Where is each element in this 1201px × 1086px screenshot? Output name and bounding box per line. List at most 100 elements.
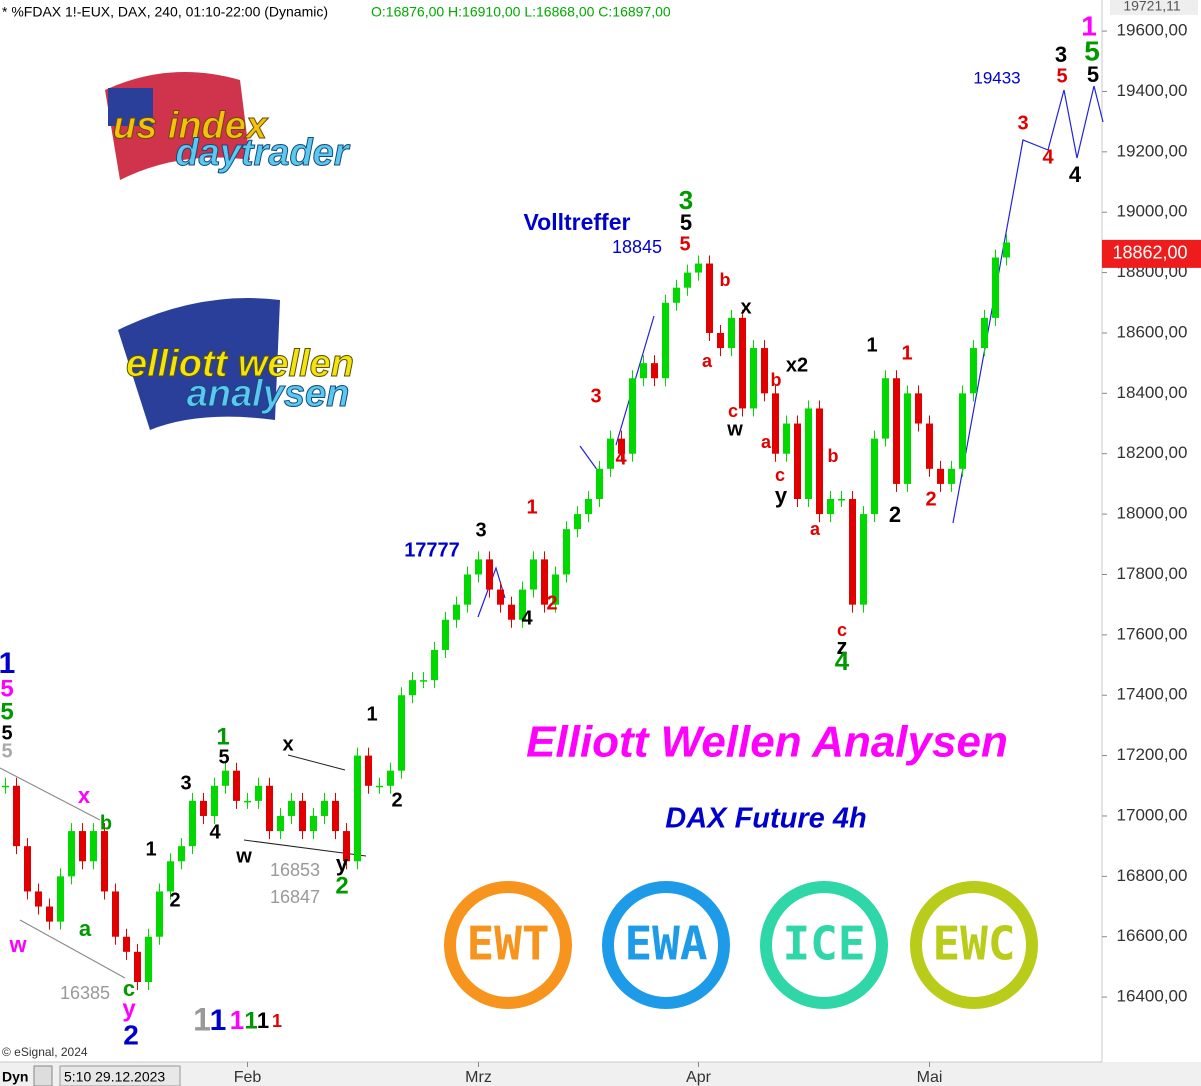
badge-ring <box>444 881 572 1009</box>
wave-label: 4 <box>209 821 221 843</box>
wave-label: 1 <box>193 1001 211 1037</box>
y-tick-label: 17400,00 <box>1117 685 1188 704</box>
badge-ring <box>602 881 730 1009</box>
channel-line <box>0 767 101 821</box>
wave-label: x <box>78 783 91 808</box>
subtitle: DAX Future 4h <box>665 803 866 835</box>
y-tick-label: 18200,00 <box>1117 443 1188 462</box>
candle <box>772 393 779 454</box>
badge-text: EWA <box>624 917 707 971</box>
wave-label: 4 <box>615 447 627 469</box>
badge-ring <box>910 881 1038 1009</box>
candle <box>915 393 922 424</box>
wave-label: 1 <box>901 342 912 364</box>
candle <box>640 363 647 379</box>
candle <box>596 468 603 500</box>
badge: EWC <box>910 881 1038 1009</box>
candle <box>937 468 944 484</box>
candle <box>134 951 141 983</box>
wave-label: 19433 <box>973 68 1020 87</box>
wave-label: w <box>8 932 27 957</box>
candle <box>882 378 889 439</box>
y-tick-label: 19000,00 <box>1117 202 1188 221</box>
wave-label: 2 <box>925 488 936 510</box>
y-tick-label: 18000,00 <box>1117 504 1188 523</box>
candle <box>365 755 372 786</box>
channel-line <box>19 919 126 979</box>
wave-label: Volltreffer <box>524 209 631 235</box>
candle <box>486 559 493 590</box>
wave-label: 1 <box>216 723 229 750</box>
wave-label: 16853 <box>270 860 320 880</box>
candle <box>46 906 53 922</box>
candle <box>508 604 515 620</box>
high-price-box <box>1110 0 1198 15</box>
logo-elliott: elliott wellen analysen <box>118 298 355 430</box>
wave-label: 2 <box>889 502 901 527</box>
candle <box>904 393 911 484</box>
flag-canton <box>108 88 153 126</box>
wave-label: 5 <box>0 698 13 725</box>
candle <box>321 800 328 816</box>
wave-label: 1 <box>210 1004 227 1037</box>
candle <box>926 423 933 469</box>
candle <box>475 559 482 575</box>
y-axis-panel <box>1102 0 1201 1086</box>
wave-label: b <box>100 812 112 834</box>
candle <box>684 272 691 288</box>
candle <box>629 378 636 454</box>
candle <box>2 785 9 788</box>
logo-text: analysen <box>187 373 350 415</box>
wave-label: c <box>775 465 785 485</box>
candle <box>90 831 97 862</box>
candle <box>783 423 790 454</box>
wave-label: w <box>235 845 252 867</box>
candle <box>453 604 460 620</box>
wave-label: c <box>837 620 847 640</box>
wave-label: 5 <box>1087 62 1099 87</box>
x-tick-label: Apr <box>686 1069 712 1086</box>
wave-label: x <box>282 733 293 755</box>
wave-label: 2 <box>546 592 557 614</box>
wave-label: 1 <box>866 334 877 356</box>
candle <box>717 332 724 349</box>
wave-label: b <box>828 446 839 466</box>
candle <box>112 891 119 937</box>
flag <box>118 298 280 430</box>
wave-label: 1 <box>1081 10 1097 41</box>
candle <box>398 695 405 771</box>
candle <box>57 876 64 922</box>
wave-label: 16385 <box>60 983 110 1003</box>
y-tick-label: 17000,00 <box>1117 805 1188 824</box>
candle <box>233 770 240 801</box>
candle <box>981 317 988 349</box>
wave-label: z <box>837 634 848 659</box>
wave-label: 5 <box>1056 65 1067 87</box>
candle <box>739 317 746 409</box>
wave-label: b <box>720 270 731 290</box>
candle <box>541 559 548 605</box>
candle <box>1003 242 1010 258</box>
wave-label: 2 <box>335 872 348 899</box>
candle <box>387 770 394 786</box>
x-axis-panel <box>0 1062 1201 1086</box>
candle <box>244 800 251 803</box>
lock-icon[interactable] <box>33 1065 53 1086</box>
mode-label: Dyn <box>2 1069 28 1085</box>
wave-label: 1 <box>366 703 377 725</box>
ohlc-readout: O:16876,00 H:16910,00 L:16868,00 C:16897… <box>371 4 671 20</box>
candle <box>695 263 702 273</box>
candle <box>574 514 581 530</box>
candle <box>442 619 449 650</box>
badge: EWT <box>444 881 572 1009</box>
wave-label: 2 <box>391 789 402 811</box>
candle <box>145 936 152 983</box>
logo-text: us index <box>113 105 269 147</box>
y-tick-label: 16600,00 <box>1117 926 1188 945</box>
wave-label: c <box>123 976 135 1001</box>
candle <box>343 831 350 862</box>
wave-label: 1 <box>244 1007 257 1034</box>
wave-label: 4 <box>835 646 850 676</box>
